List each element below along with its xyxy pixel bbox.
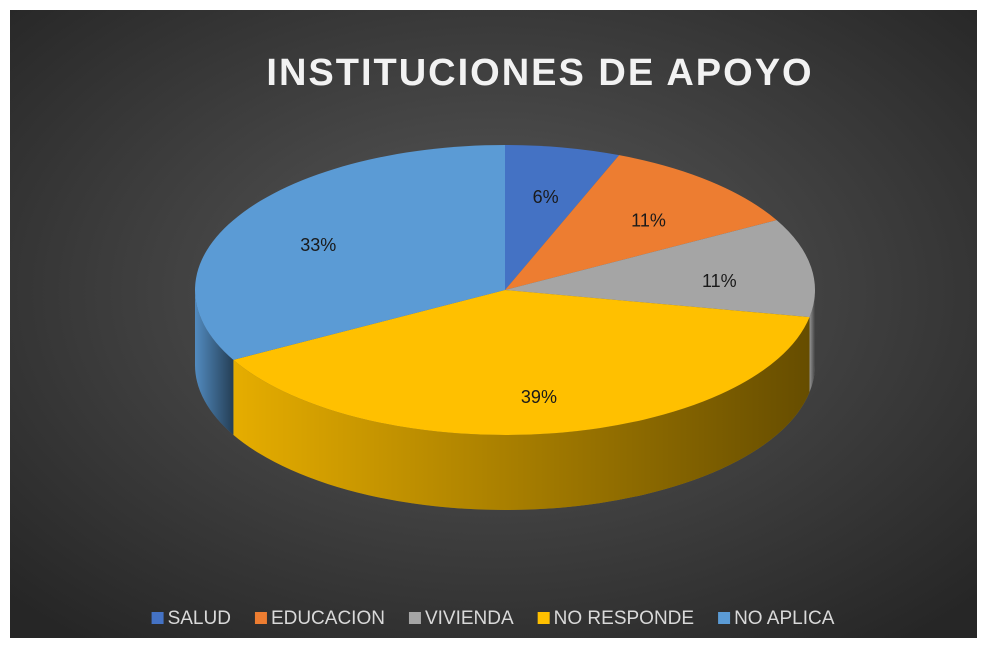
legend-label: SALUD <box>168 608 231 629</box>
legend-label: VIVIENDA <box>425 608 514 629</box>
slice-side-shade <box>195 290 234 435</box>
slice <box>505 155 777 290</box>
data-label: 39% <box>521 387 557 407</box>
legend-swatch <box>408 612 421 624</box>
data-label: 33% <box>300 235 336 255</box>
data-label: 6% <box>533 187 559 207</box>
legend-swatch <box>718 612 731 624</box>
slice <box>233 290 810 435</box>
slice <box>505 220 815 318</box>
legend-label: NO RESPONDE <box>554 608 694 629</box>
slice-side-shade <box>809 290 816 393</box>
slice-side-shade <box>233 317 810 510</box>
legend-swatch <box>537 612 550 624</box>
slice <box>195 145 506 360</box>
data-label: 11% <box>631 211 666 231</box>
legend-label: NO APLICA <box>734 608 835 629</box>
chart-title: INSTITUCIONES DE APOYO <box>266 52 813 94</box>
data-label: 11% <box>702 271 737 291</box>
legend-swatch <box>151 612 164 624</box>
legend-swatch <box>254 612 267 624</box>
legend-label: EDUCACION <box>271 608 385 629</box>
slice <box>505 145 620 290</box>
